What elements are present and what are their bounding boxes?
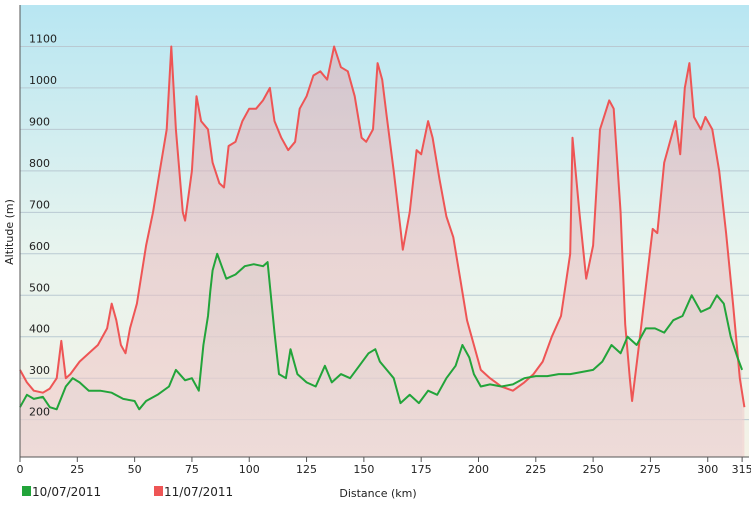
y-tick-label: 500 — [29, 281, 50, 294]
y-tick-label: 700 — [29, 198, 50, 211]
x-tick-label: 150 — [353, 463, 374, 476]
y-tick-label: 1100 — [29, 32, 57, 45]
x-tick-label: 175 — [411, 463, 432, 476]
y-tick-label: 600 — [29, 240, 50, 253]
y-tick-label: 200 — [29, 406, 50, 419]
x-tick-label: 0 — [17, 463, 24, 476]
legend-label: 11/07/2011 — [164, 485, 233, 499]
x-axis-title: Distance (km) — [339, 487, 416, 500]
y-tick-label: 800 — [29, 157, 50, 170]
legend-swatch — [154, 486, 163, 496]
x-tick-label: 125 — [296, 463, 317, 476]
y-tick-label: 1000 — [29, 74, 57, 87]
y-axis-title: Altitude (m) — [3, 199, 16, 265]
legend: 10/07/2011 11/07/2011 — [22, 485, 233, 499]
x-tick-label: 300 — [697, 463, 718, 476]
x-tick-label: 225 — [525, 463, 546, 476]
x-tick-label: 275 — [640, 463, 661, 476]
x-tick-label: 200 — [468, 463, 489, 476]
y-tick-label: 400 — [29, 323, 50, 336]
legend-label: 10/07/2011 — [32, 485, 101, 499]
x-tick-label: 25 — [70, 463, 84, 476]
legend-swatch — [22, 486, 31, 496]
x-tick-label: 100 — [239, 463, 260, 476]
x-tick-label: 50 — [128, 463, 142, 476]
x-tick-label: 315 — [732, 463, 751, 476]
y-tick-label: 900 — [29, 115, 50, 128]
x-tick-label: 75 — [185, 463, 199, 476]
y-tick-label: 300 — [29, 364, 50, 377]
x-tick-label: 250 — [583, 463, 604, 476]
